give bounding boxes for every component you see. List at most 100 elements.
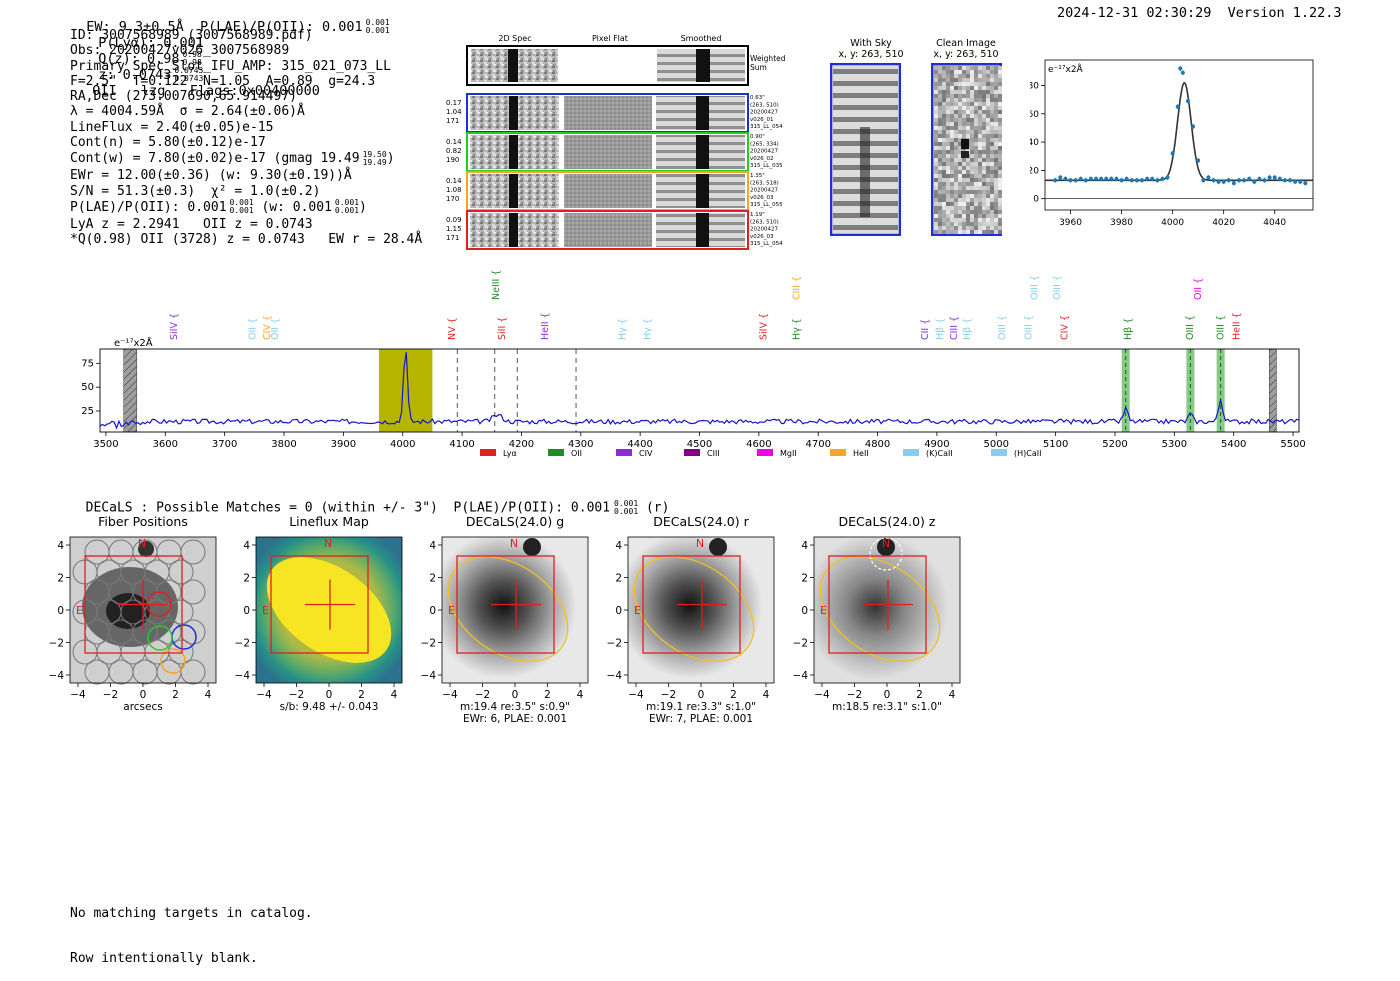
fiber-circle: [180, 539, 206, 565]
spectrum-line-label: NeIII {: [491, 270, 502, 300]
info-fiber-params: F=2.5" T=0.122 N=1.05 A=0.89 g=24.3: [70, 73, 376, 89]
spectrum-line-name: Hγ {: [617, 318, 628, 340]
spectrum-x-tick-label: 4600: [746, 439, 771, 450]
panel-image: [814, 537, 960, 683]
fiber-circle: [180, 659, 206, 685]
spectrum-line-name: SiII {: [497, 317, 508, 340]
zoom-data-point: [1124, 176, 1129, 181]
fiber-row-meta: 315_LL_054: [750, 124, 783, 130]
spectrum-line-label: OIII {: [1023, 315, 1034, 340]
spectrum-line-name: OIII {: [1216, 315, 1227, 340]
fiber-circle: [168, 599, 194, 625]
zoom-data-point: [1282, 178, 1287, 183]
header-ew-plae: EW: 9.3±0.5Å P(LAE)/P(OII): 0.001: [86, 19, 363, 35]
spectrum-line-name: Hβ {: [962, 318, 973, 340]
fiber-row-stat: 1.08: [446, 186, 462, 194]
zoom-data-point: [1109, 176, 1114, 181]
spectrum-line-label: Hβ {: [935, 318, 946, 340]
panel-x-tick-label: 4: [763, 689, 770, 701]
zoom-data-point: [1078, 176, 1083, 181]
spectrum-legend-item: CIV: [616, 449, 653, 458]
info-id: ID: 3007568989 (3007568989.pdf): [70, 28, 313, 43]
aperture-ellipse: [819, 556, 941, 662]
legend-label: Lyα: [503, 449, 517, 458]
panel-y-tick-label: 2: [57, 573, 64, 585]
panel-x-tick-label: −4: [628, 689, 644, 701]
spectrum-line-label: Hγ {: [642, 318, 653, 340]
clean-coords: x, y: 263, 510: [933, 49, 999, 60]
panel-y-tick-label: 4: [801, 540, 808, 552]
zoom-unit-label: e⁻¹⁷x2Å: [1048, 63, 1084, 75]
sky-coords: x, y: 263, 510: [838, 49, 904, 60]
spectrum-line-label: CII {: [920, 319, 931, 340]
zoom-data-point: [1252, 179, 1257, 184]
spectrum-line-label: CIII {: [949, 316, 960, 340]
spectrum-line-name: OII {: [1193, 278, 1204, 300]
info-primary-spec: Primary Spec_Slot_IFU_AMP: 315_021_073_L…: [70, 58, 391, 74]
zoom-data-point: [1185, 99, 1190, 104]
spectrum-line-name: CIII {: [949, 316, 960, 340]
info-best-solution: *Q(0.98) OII (3728) z = 0.0743 EW r = 28…: [70, 232, 423, 248]
spectrum-x-tick-label: 4900: [924, 439, 949, 450]
zoom-x-tick-label: 3960: [1059, 218, 1082, 228]
spectrum-x-tick-label: 5200: [1102, 439, 1127, 450]
clean-title: Clean Image: [936, 38, 996, 49]
legend-label: CIII: [707, 449, 720, 458]
spectrum-unit-label: e⁻¹⁷x2Å: [114, 336, 153, 349]
spectrum-band: [1216, 349, 1225, 432]
zoom-y-tick-label: 40: [1030, 138, 1039, 148]
spectrum-line-label: Hβ {: [962, 318, 973, 340]
info-gmag-sub: 19.49: [362, 157, 387, 167]
panel-y-tick-label: −2: [607, 638, 622, 650]
zoom-data-point: [1170, 151, 1175, 156]
zoom-data-point: [1196, 158, 1201, 163]
decals-sub: 0.001: [614, 507, 639, 516]
zoom-data-point: [1293, 179, 1298, 184]
spectrum-x-tick-label: 3500: [93, 439, 118, 450]
zoom-data-point: [1150, 176, 1155, 181]
header-z-sup: 0.0743: [174, 66, 204, 75]
spectrum-line-name: CIV {: [1060, 315, 1071, 340]
legend-swatch: [991, 449, 1007, 456]
panel-y-tick-label: 2: [801, 573, 808, 585]
panel-caption: m:19.1 re:3.3" s:1.0": [646, 701, 756, 713]
ifu-box: [828, 555, 927, 654]
panel-caption-2: EWr: 7, PLAE: 0.001: [649, 713, 753, 725]
spectrum-y-tick-label: 25: [81, 406, 94, 417]
legend-swatch: [903, 449, 919, 456]
clean-image: [931, 63, 1002, 236]
spectrum-legend-item: Lyα: [480, 449, 517, 458]
spectrum-masked-region: [123, 348, 138, 433]
spectrum-line-name: SiIV {: [169, 313, 180, 340]
info-cont-w-text: Cont(w) = 7.80(±0.02)e-17 (gmag 19.49: [70, 151, 360, 167]
spectrum-line-name: HeII {: [540, 312, 551, 340]
panel-y-tick-label: 0: [429, 605, 436, 617]
fiber-circle: [168, 639, 194, 665]
panel-y-tick-label: 0: [243, 605, 250, 617]
col-2d-spec: 2D Spec: [498, 34, 531, 43]
spectrum-flux-line: [99, 352, 1300, 430]
info-cont-n: Cont(n) = 5.80(±0.12)e-17: [70, 135, 266, 151]
weighted-sum-label-2: Sum: [750, 63, 767, 72]
north-label: N: [696, 537, 704, 550]
aperture-ellipse: [633, 556, 755, 662]
north-label: N: [882, 537, 890, 550]
spectrum-line-name: OII {: [270, 318, 281, 340]
fiber-circle: [180, 579, 206, 605]
panel-title: DECaLS(24.0) r: [653, 514, 749, 529]
spectrum-line-name: HeII {: [1232, 312, 1243, 340]
zoom-data-point: [1134, 178, 1139, 183]
spectrum-line-label: CIII {: [791, 276, 802, 300]
panel-x-tick-label: 2: [172, 689, 179, 701]
imaging-panel-1: Fiber Positions N E −4 4 −2 2 0 0 2 −2 4 −4 arcsecs: [49, 514, 217, 713]
spectrum-line-name: Hγ {: [642, 318, 653, 340]
info-cont-w-end: ): [386, 151, 395, 167]
fiber-highlight-green: [147, 625, 173, 651]
info-lineflux: LineFlux = 2.40(±0.05)e-15: [70, 119, 274, 135]
header-flags: OII lzg Flags:0x00400000: [92, 83, 320, 99]
fiber-row-stat: 1.15: [446, 225, 462, 233]
zoom-data-point: [1236, 178, 1241, 183]
zoom-y-tick-label: 0: [1033, 195, 1039, 205]
spectrum-x-tick-label: 3800: [271, 439, 296, 450]
